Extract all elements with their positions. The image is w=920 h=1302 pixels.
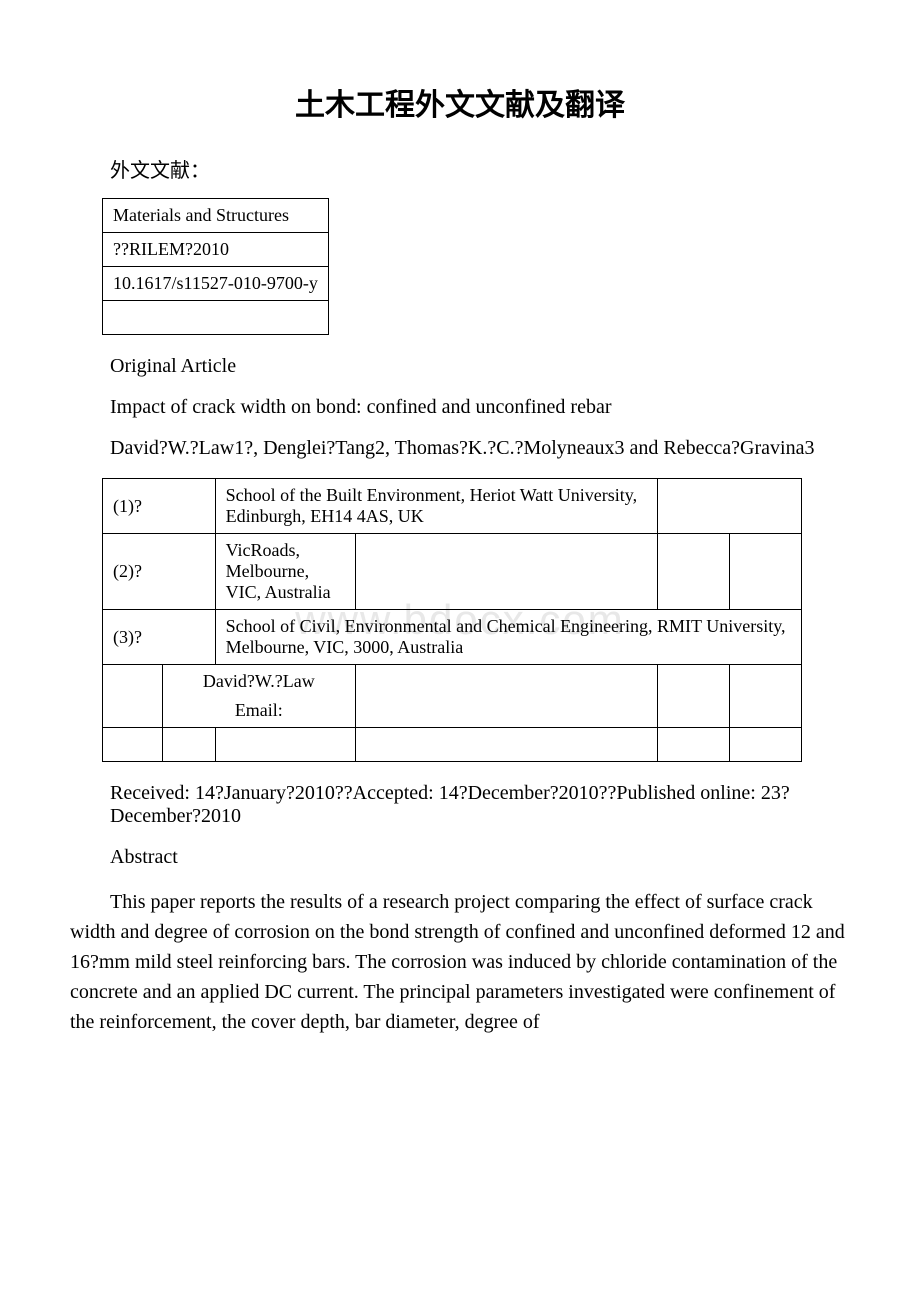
affiliation-number: (3)? — [103, 610, 216, 665]
table-row — [103, 301, 329, 335]
abstract-body: This paper reports the results of a rese… — [70, 887, 850, 1037]
table-empty-cell — [215, 728, 355, 762]
table-row: 10.1617/s11527-010-9700-y — [103, 267, 329, 301]
dates: Received: 14?January?2010??Accepted: 14?… — [70, 782, 850, 828]
affiliation-text: VicRoads, Melbourne, VIC, Australia — [215, 534, 355, 610]
page-title: 土木工程外文文献及翻译 — [70, 80, 850, 124]
table-row: ??RILEM?2010 — [103, 233, 329, 267]
table-row: Materials and Structures — [103, 199, 329, 233]
citation-table: Materials and Structures ??RILEM?2010 10… — [102, 198, 329, 335]
article-title: Impact of crack width on bond: confined … — [70, 396, 850, 419]
contact-empty — [729, 665, 801, 728]
citation-copyright: ??RILEM?2010 — [103, 233, 329, 267]
citation-doi: 10.1617/s11527-010-9700-y — [103, 267, 329, 301]
affiliations-container: www.bdocx.com (1)? School of the Built E… — [70, 478, 850, 762]
table-row: (1)? School of the Built Environment, He… — [103, 479, 802, 534]
affiliation-number: (2)? — [103, 534, 216, 610]
abstract-heading: Abstract — [70, 846, 850, 869]
affiliation-text: School of the Built Environment, Heriot … — [215, 479, 657, 534]
contact-email-label: Email: — [173, 700, 345, 721]
affiliation-empty — [657, 479, 801, 534]
contact-empty — [355, 665, 657, 728]
article-type: Original Article — [70, 355, 850, 378]
table-row — [103, 728, 802, 762]
affiliation-text: School of Civil, Environmental and Chemi… — [215, 610, 801, 665]
table-row: David?W.?Law Email: — [103, 665, 802, 728]
contact-empty — [103, 665, 163, 728]
table-row: (3)? School of Civil, Environmental and … — [103, 610, 802, 665]
affiliation-empty — [729, 534, 801, 610]
citation-empty — [103, 301, 329, 335]
affiliation-number: (1)? — [103, 479, 216, 534]
table-empty-cell — [657, 728, 729, 762]
contact-name: David?W.?Law — [173, 671, 345, 692]
table-empty-cell — [355, 728, 657, 762]
table-empty-cell — [103, 728, 163, 762]
table-empty-cell — [163, 728, 216, 762]
table-row: (2)? VicRoads, Melbourne, VIC, Australia — [103, 534, 802, 610]
table-empty-cell — [729, 728, 801, 762]
affiliation-empty — [355, 534, 657, 610]
section-label: 外文文献： — [70, 154, 850, 183]
authors: David?W.?Law1?, Denglei?Tang2, Thomas?K.… — [110, 437, 850, 460]
contact-cell: David?W.?Law Email: — [163, 665, 356, 728]
affiliations-table: (1)? School of the Built Environment, He… — [102, 478, 802, 762]
contact-empty — [657, 665, 729, 728]
citation-journal: Materials and Structures — [103, 199, 329, 233]
affiliation-empty — [657, 534, 729, 610]
